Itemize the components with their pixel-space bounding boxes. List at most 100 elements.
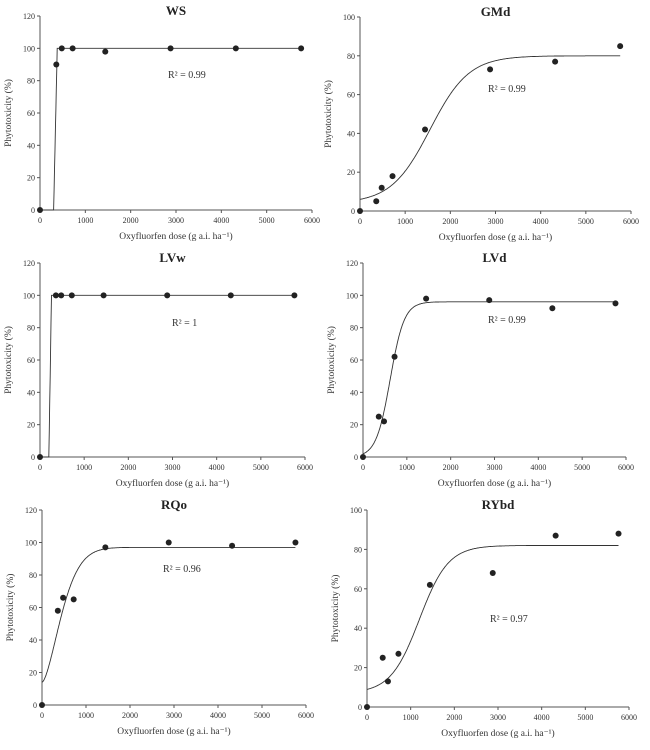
data-point [549,305,556,312]
y-tick-label: 60 [354,585,362,594]
x-tick-label: 4000 [210,711,226,720]
x-axis-label: Oxyfluorfen dose (g a.i. ha⁻¹) [441,728,554,739]
r-squared-annotation: R² = 0.99 [488,315,526,326]
data-point [364,704,370,710]
x-axis-label: Oxyfluorfen dose (g a.i. ha⁻¹) [119,231,232,242]
x-tick-label: 6000 [304,216,320,225]
fit-curve [41,546,296,683]
y-tick-label: 80 [350,324,358,333]
y-tick-label: 40 [27,141,35,150]
x-tick-label: 2000 [123,216,139,225]
data-point [379,654,386,661]
y-tick-label: 40 [347,129,355,138]
y-tick-label: 100 [23,44,35,53]
x-axis-label: Oxyfluorfen dose (g a.i. ha⁻¹) [438,478,551,489]
x-tick-label: 3000 [165,463,181,472]
data-point [102,544,109,551]
panel-LVd: 0 1000 2000 3000 4000 5000 6000 0 20 40 60 80 100 120… [326,250,634,489]
y-tick-label: 40 [29,636,37,645]
panel-GMd: 0 1000 2000 3000 4000 5000 6000 0 20 40 60 80 100 GMd… [323,4,639,243]
data-point [69,45,76,52]
y-tick-label: 20 [29,669,37,678]
data-point [37,454,43,460]
x-tick-label: 3000 [487,463,503,472]
y-tick-label: 20 [27,421,35,430]
x-tick-label: 2000 [446,713,462,722]
panel-RYbd: 0 1000 2000 3000 4000 5000 6000 0 20 40 60 80 100 RYb… [330,497,637,739]
y-tick-label: 0 [358,703,362,712]
data-point [229,542,236,549]
data-point [164,292,171,299]
y-tick-label: 40 [27,388,35,397]
y-axis-label: Phytotoxicity (%) [326,326,337,394]
x-tick-label: 0 [365,713,369,722]
data-point [298,45,305,52]
data-point [68,292,75,299]
y-tick-label: 20 [347,168,355,177]
y-axis-label: Phytotoxicity (%) [3,79,14,147]
y-tick-label: 0 [33,701,37,710]
x-tick-label: 3000 [166,711,182,720]
x-tick-label: 2000 [442,217,458,226]
data-point [58,292,65,299]
x-tick-label: 1000 [77,216,93,225]
x-tick-label: 1000 [399,463,415,472]
fit-curve [40,294,295,458]
data-point [232,45,239,52]
fit-curve [359,55,621,200]
data-point [39,702,45,708]
y-tick-label: 100 [343,13,355,22]
y-tick-label: 100 [25,539,37,548]
y-tick-label: 100 [23,291,35,300]
y-tick-label: 40 [354,624,362,633]
data-point [552,58,559,65]
data-point [53,61,60,68]
chart-title: WS [166,3,186,18]
x-axis-label: Oxyfluorfen dose (g a.i. ha⁻¹) [439,232,552,243]
x-tick-label: 5000 [574,463,590,472]
data-point [422,126,429,133]
x-tick-label: 0 [361,463,365,472]
data-point [384,678,391,685]
r-squared-annotation: R² = 0.99 [488,84,526,95]
y-tick-label: 60 [27,356,35,365]
y-tick-label: 40 [350,388,358,397]
chart-title: GMd [481,4,511,19]
data-point [70,596,77,603]
y-tick-label: 120 [346,259,358,268]
y-axis-label: Phytotoxicity (%) [323,80,334,148]
data-point [227,292,234,299]
y-tick-label: 20 [350,421,358,430]
data-point [58,45,65,52]
x-tick-label: 2000 [443,463,459,472]
y-tick-label: 20 [354,664,362,673]
data-point [357,208,363,214]
y-tick-label: 80 [27,77,35,86]
y-tick-label: 80 [347,52,355,61]
x-tick-label: 6000 [623,217,639,226]
x-tick-label: 5000 [259,216,275,225]
r-squared-annotation: R² = 0.99 [168,70,206,81]
y-tick-label: 0 [31,453,35,462]
y-axis-label: Phytotoxicity (%) [5,574,16,642]
panel-LVw: 0 1000 2000 3000 4000 5000 6000 0 20 40 60 80 100 120… [3,250,313,489]
chart-title: LVd [482,250,507,265]
data-point [486,297,493,304]
x-tick-label: 6000 [297,463,313,472]
x-tick-label: 3000 [490,713,506,722]
x-tick-label: 6000 [618,463,634,472]
x-axis-label: Oxyfluorfen dose (g a.i. ha⁻¹) [116,478,229,489]
y-tick-label: 60 [347,91,355,100]
x-tick-label: 4000 [209,463,225,472]
x-tick-label: 1000 [397,217,413,226]
data-point [100,292,107,299]
data-point [612,300,619,307]
fit-curve [366,545,619,690]
y-tick-label: 0 [354,453,358,462]
data-point [423,295,430,302]
data-point [552,532,559,539]
x-tick-label: 5000 [254,711,270,720]
data-point [52,292,59,299]
x-axis-label: Oxyfluorfen dose (g a.i. ha⁻¹) [117,726,230,737]
